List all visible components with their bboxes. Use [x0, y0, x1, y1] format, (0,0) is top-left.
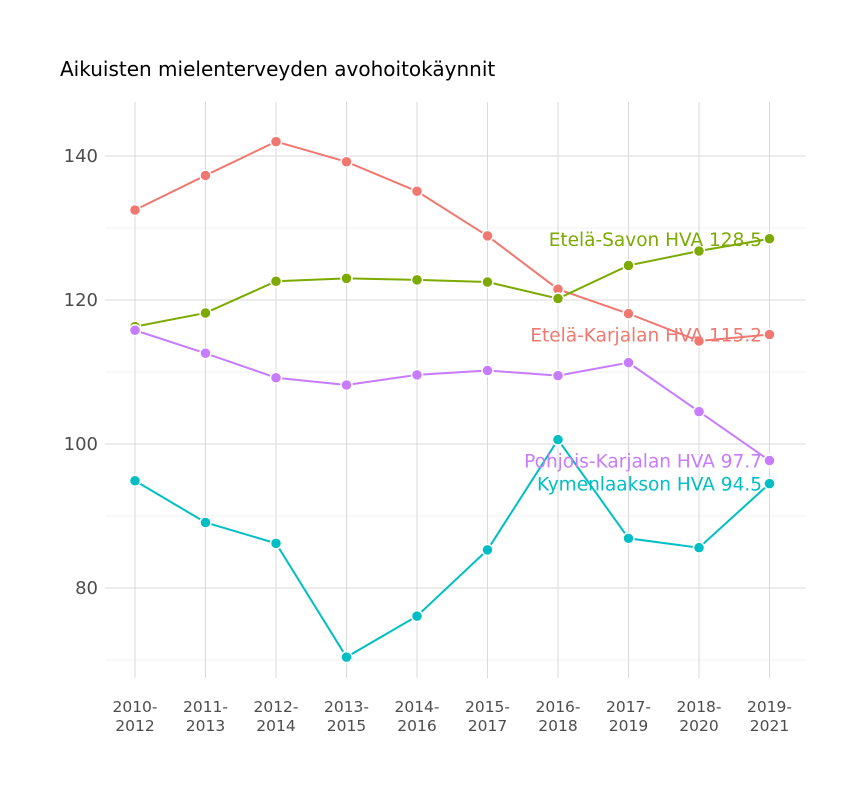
data-point [551, 369, 565, 382]
data-point [763, 454, 776, 467]
data-point [340, 378, 353, 392]
x-tick-label: 2018-2020 [676, 698, 721, 735]
data-point [763, 232, 776, 246]
grid [105, 102, 805, 678]
series-line [134, 140, 770, 343]
series-line [134, 329, 771, 462]
data-point [410, 368, 424, 382]
data-point [128, 203, 142, 217]
data-point [199, 306, 212, 320]
data-point [692, 244, 706, 258]
data-point [481, 364, 494, 377]
x-tick-label: 2011-2013 [183, 698, 228, 735]
data-point [692, 334, 706, 348]
data-point [692, 541, 706, 554]
data-point [551, 292, 565, 305]
series-end-labels: Etelä-Karjalan HVA 115.2 Etelä-Savon HVA … [524, 230, 762, 496]
data-point [481, 229, 494, 243]
data-point [763, 477, 776, 490]
series-kymenlaakson-hva [128, 433, 776, 664]
data-point [199, 516, 212, 529]
x-tick-label: 2019-2021 [747, 698, 792, 735]
data-point [269, 135, 283, 148]
x-tick-label: 2012-2014 [253, 698, 298, 735]
y-axis-ticks: 80 100 120 140 [64, 146, 98, 599]
series-end-label: Etelä-Karjalan HVA 115.2 [530, 326, 762, 347]
x-tick-label: 2016-2018 [535, 698, 580, 735]
data-point [269, 371, 283, 385]
data-point [551, 433, 565, 446]
data-point [692, 405, 706, 418]
data-point [199, 347, 212, 360]
x-tick-label: 2015-2017 [465, 698, 510, 735]
series-end-label: Pohjois-Karjalan HVA 97.7 [524, 452, 762, 473]
data-point [340, 650, 353, 664]
x-tick-label: 2014-2016 [394, 698, 439, 735]
data-point [410, 273, 424, 287]
series-etel-savon-hva [128, 232, 776, 333]
y-tick-label: 100 [64, 434, 98, 455]
series-end-label: Kymenlaakson HVA 94.5 [537, 475, 762, 496]
data-point [481, 275, 494, 289]
y-tick-label: 80 [75, 578, 98, 599]
data-point [340, 155, 353, 169]
series-end-label: Etelä-Savon HVA 128.5 [549, 230, 762, 251]
series-group [128, 135, 776, 664]
series-pohjois-karjalan-hva [128, 323, 776, 467]
data-point [410, 185, 424, 198]
chart-title: Aikuisten mielenterveyden avohoitokäynni… [60, 57, 495, 81]
data-point [410, 609, 424, 623]
data-point [622, 307, 635, 320]
y-tick-label: 140 [64, 146, 98, 167]
data-point [622, 532, 635, 545]
data-point [269, 275, 283, 288]
data-point [763, 328, 776, 341]
data-point [128, 474, 142, 487]
data-point [199, 169, 212, 182]
series-line [134, 437, 771, 659]
data-point [340, 272, 353, 285]
data-point [128, 323, 142, 337]
x-axis-ticks: 2010-2012 2011-2013 2012-2014 2013-2015 2014… [112, 698, 792, 735]
x-tick-label: 2010-2012 [112, 698, 157, 735]
data-point [622, 259, 635, 272]
data-point [269, 537, 283, 550]
x-tick-label: 2013-2015 [324, 698, 369, 735]
series-line [134, 237, 770, 328]
data-point [481, 543, 494, 557]
x-tick-label: 2017-2019 [606, 698, 651, 735]
series-etel-karjalan-hva [128, 135, 776, 348]
y-tick-label: 120 [64, 290, 98, 311]
data-point [622, 356, 635, 369]
